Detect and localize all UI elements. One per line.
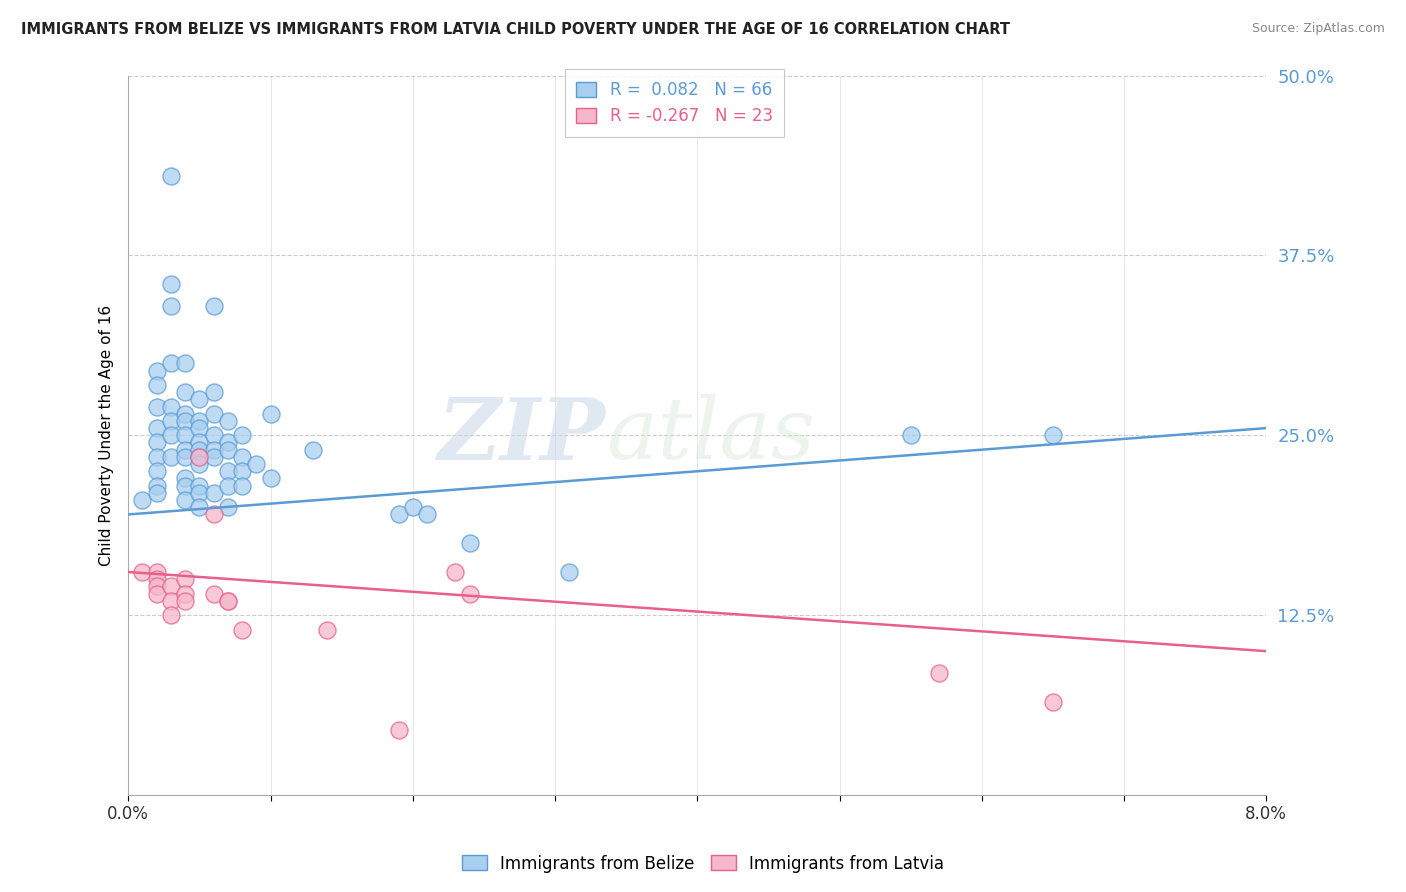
Point: [145, 400, 167, 414]
Point: [188, 450, 211, 464]
Point: [202, 508, 225, 522]
Point: [444, 565, 467, 579]
Point: [160, 450, 183, 464]
Point: [217, 478, 239, 492]
Y-axis label: Child Poverty Under the Age of 16: Child Poverty Under the Age of 16: [100, 305, 114, 566]
Point: [145, 450, 167, 464]
Point: [188, 442, 211, 457]
Point: [160, 400, 183, 414]
Point: [174, 450, 197, 464]
Legend: R =  0.082   N = 66, R = -0.267   N = 23: R = 0.082 N = 66, R = -0.267 N = 23: [565, 70, 785, 137]
Point: [231, 450, 253, 464]
Point: [217, 442, 239, 457]
Point: [1042, 428, 1064, 442]
Point: [202, 428, 225, 442]
Point: [217, 435, 239, 450]
Point: [387, 723, 409, 738]
Point: [188, 421, 211, 435]
Point: [458, 536, 481, 550]
Point: [188, 414, 211, 428]
Point: [174, 586, 197, 600]
Point: [245, 457, 267, 471]
Point: [174, 572, 197, 586]
Point: [160, 356, 183, 370]
Point: [402, 500, 425, 515]
Point: [217, 594, 239, 608]
Point: [188, 435, 211, 450]
Point: [928, 665, 950, 680]
Point: [202, 486, 225, 500]
Point: [174, 428, 197, 442]
Point: [231, 428, 253, 442]
Point: [202, 586, 225, 600]
Point: [131, 565, 153, 579]
Text: IMMIGRANTS FROM BELIZE VS IMMIGRANTS FROM LATVIA CHILD POVERTY UNDER THE AGE OF : IMMIGRANTS FROM BELIZE VS IMMIGRANTS FRO…: [21, 22, 1010, 37]
Point: [217, 464, 239, 478]
Point: [145, 435, 167, 450]
Point: [160, 594, 183, 608]
Point: [174, 356, 197, 370]
Point: [174, 407, 197, 421]
Point: [217, 500, 239, 515]
Point: [174, 471, 197, 485]
Point: [458, 586, 481, 600]
Point: [302, 442, 325, 457]
Point: [160, 277, 183, 292]
Point: [174, 594, 197, 608]
Point: [259, 407, 281, 421]
Point: [145, 478, 167, 492]
Point: [160, 414, 183, 428]
Point: [174, 385, 197, 400]
Point: [174, 478, 197, 492]
Text: atlas: atlas: [606, 394, 815, 476]
Point: [1042, 694, 1064, 708]
Point: [231, 478, 253, 492]
Point: [145, 421, 167, 435]
Point: [188, 486, 211, 500]
Point: [188, 500, 211, 515]
Point: [231, 464, 253, 478]
Point: [316, 623, 339, 637]
Point: [558, 565, 581, 579]
Point: [188, 457, 211, 471]
Point: [145, 464, 167, 478]
Point: [202, 407, 225, 421]
Point: [174, 442, 197, 457]
Point: [202, 299, 225, 313]
Point: [202, 450, 225, 464]
Point: [145, 579, 167, 593]
Legend: Immigrants from Belize, Immigrants from Latvia: Immigrants from Belize, Immigrants from …: [456, 848, 950, 880]
Point: [174, 414, 197, 428]
Text: Source: ZipAtlas.com: Source: ZipAtlas.com: [1251, 22, 1385, 36]
Point: [900, 428, 922, 442]
Point: [259, 471, 281, 485]
Point: [145, 378, 167, 392]
Point: [188, 478, 211, 492]
Point: [160, 169, 183, 184]
Point: [217, 594, 239, 608]
Point: [202, 442, 225, 457]
Point: [387, 508, 409, 522]
Point: [145, 565, 167, 579]
Text: ZIP: ZIP: [439, 393, 606, 477]
Point: [160, 608, 183, 623]
Point: [145, 572, 167, 586]
Point: [174, 493, 197, 508]
Point: [188, 450, 211, 464]
Point: [160, 428, 183, 442]
Point: [145, 586, 167, 600]
Point: [145, 486, 167, 500]
Point: [160, 299, 183, 313]
Point: [131, 493, 153, 508]
Point: [202, 385, 225, 400]
Point: [160, 579, 183, 593]
Point: [217, 414, 239, 428]
Point: [145, 363, 167, 377]
Point: [231, 623, 253, 637]
Point: [416, 508, 439, 522]
Point: [188, 392, 211, 407]
